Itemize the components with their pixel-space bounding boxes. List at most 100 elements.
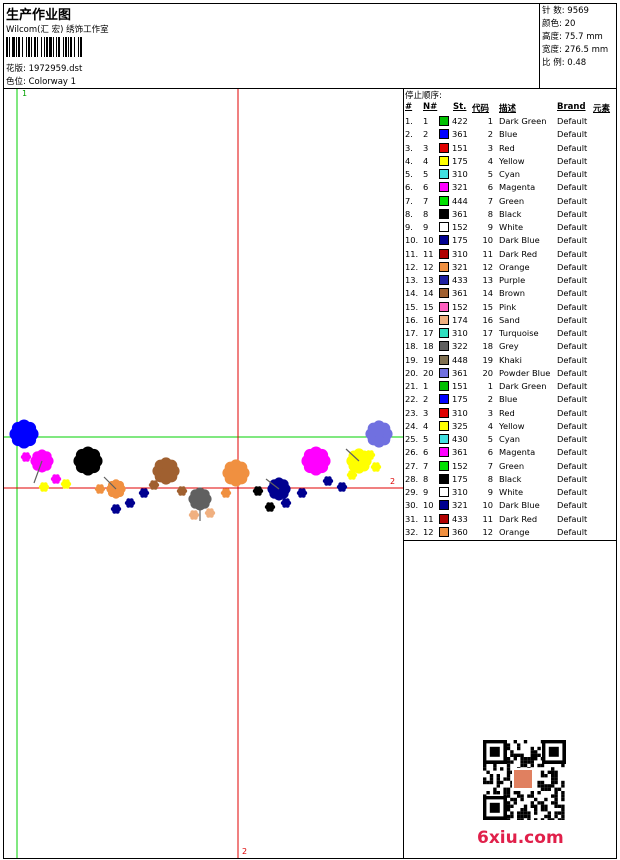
guide-label-1: 1	[22, 89, 28, 98]
row-brand: Default	[557, 116, 588, 126]
page-frame	[3, 3, 617, 859]
row-needle: 6	[423, 182, 429, 193]
row-stitches: 361	[452, 208, 468, 219]
row-needle: 8	[423, 208, 429, 219]
row-description: Dark Blue	[499, 235, 540, 246]
table-row: 24. 4 325 4 Yellow Default	[404, 420, 617, 433]
row-brand: Default	[557, 169, 588, 179]
table-row: 21. 1 151 1 Dark Green Default	[404, 380, 617, 393]
row-needle: 9	[423, 222, 429, 232]
stitch-dot	[64, 482, 68, 486]
row-stitches: 430	[452, 434, 468, 444]
row-stitches: 175	[452, 155, 468, 166]
table-row: 30. 10 321 10 Dark Blue Default	[404, 499, 617, 512]
color-swatch	[439, 473, 449, 484]
row-code: 1	[487, 116, 493, 126]
row-code: 17	[482, 328, 493, 338]
row-description: Turquoise	[499, 328, 539, 338]
row-code: 9	[487, 487, 493, 497]
flower-icon	[30, 449, 54, 473]
row-brand: Default	[557, 447, 588, 458]
row-index: 29.	[405, 487, 419, 497]
color-swatch	[439, 367, 449, 378]
row-description: Brown	[499, 288, 526, 299]
row-needle: 12	[423, 526, 434, 537]
color-swatch	[439, 288, 449, 299]
row-stitches: 433	[452, 275, 468, 285]
row-stitches: 321	[452, 261, 468, 272]
guide-label-2a: 2	[390, 477, 396, 486]
row-index: 3.	[405, 142, 413, 153]
qr-code	[483, 740, 566, 820]
table-row: 3. 3 151 3 Red Default	[404, 142, 617, 155]
row-stitches: 310	[452, 487, 468, 497]
design-line: 花版: 1972959.dst	[6, 62, 82, 74]
color-swatch	[439, 208, 449, 219]
row-stitches: 361	[452, 447, 468, 458]
watermark: 6xiu.com	[477, 828, 564, 848]
table-row: 23. 3 310 3 Red Default	[404, 407, 617, 420]
guide-label-2b: 2	[242, 847, 248, 856]
row-index: 1.	[405, 116, 413, 126]
embroidery-preview	[4, 89, 403, 858]
row-code: 7	[487, 195, 493, 206]
stitch-dot	[300, 491, 304, 495]
row-code: 10	[482, 500, 493, 511]
row-stitches: 310	[452, 248, 468, 259]
table-row: 8. 8 361 8 Black Default	[404, 208, 617, 221]
table-row: 14. 14 361 14 Brown Default	[404, 287, 617, 300]
stitch-dot	[268, 505, 272, 509]
row-description: Blue	[499, 394, 518, 405]
table-row: 5. 5 310 5 Cyan Default	[404, 168, 617, 181]
stitch-dot	[180, 489, 184, 493]
table-row: 27. 7 152 7 Green Default	[404, 460, 617, 473]
row-needle: 10	[423, 500, 434, 511]
col-stitches: St.	[453, 102, 467, 112]
row-code: 8	[487, 208, 493, 219]
row-index: 25.	[405, 434, 419, 444]
row-stitches: 321	[452, 500, 468, 511]
row-needle: 8	[423, 473, 429, 484]
row-index: 13.	[405, 275, 419, 285]
row-description: Sand	[499, 314, 520, 325]
table-row: 25. 5 430 5 Cyan Default	[404, 433, 617, 446]
col-description: 描述	[499, 104, 517, 114]
row-needle: 20	[423, 367, 434, 378]
color-swatch	[439, 513, 449, 524]
stitch-dot	[326, 479, 330, 483]
row-description: Pink	[499, 301, 517, 312]
table-row: 19. 19 448 19 Khaki Default	[404, 354, 617, 367]
row-needle: 2	[423, 129, 429, 140]
row-index: 22.	[405, 394, 419, 405]
row-description: Yellow	[499, 155, 525, 166]
table-header: # N# St. 代码 描述 Brand 元素	[404, 102, 617, 114]
color-swatch	[439, 447, 449, 458]
color-swatch	[439, 116, 449, 126]
barcode	[6, 37, 140, 57]
row-code: 12	[482, 526, 493, 537]
color-swatch	[439, 169, 449, 179]
design-scale: 比 例: 0.48	[542, 58, 587, 68]
row-needle: 11	[423, 248, 434, 259]
color-swatch	[439, 381, 449, 391]
company-name: Wilcom(汇 宏) 绣饰工作室	[6, 25, 109, 35]
row-index: 32.	[405, 526, 419, 537]
row-stitches: 361	[452, 288, 468, 299]
stitch-dot	[114, 507, 118, 511]
color-swatch	[439, 407, 449, 418]
table-row: 15. 15 152 15 Pink Default	[404, 301, 617, 314]
row-code: 16	[482, 314, 493, 325]
row-brand: Default	[557, 473, 588, 484]
row-code: 2	[487, 394, 493, 405]
design-height: 高度: 75.7 mm	[542, 32, 603, 42]
row-needle: 5	[423, 434, 429, 444]
row-stitches: 360	[452, 526, 468, 537]
row-stitches: 175	[452, 235, 468, 246]
row-code: 6	[487, 182, 493, 193]
col-index: #	[405, 102, 413, 112]
row-brand: Default	[557, 314, 588, 325]
stitch-dot	[54, 477, 58, 481]
row-description: Black	[499, 208, 522, 219]
row-stitches: 444	[452, 195, 468, 206]
row-index: 28.	[405, 473, 419, 484]
